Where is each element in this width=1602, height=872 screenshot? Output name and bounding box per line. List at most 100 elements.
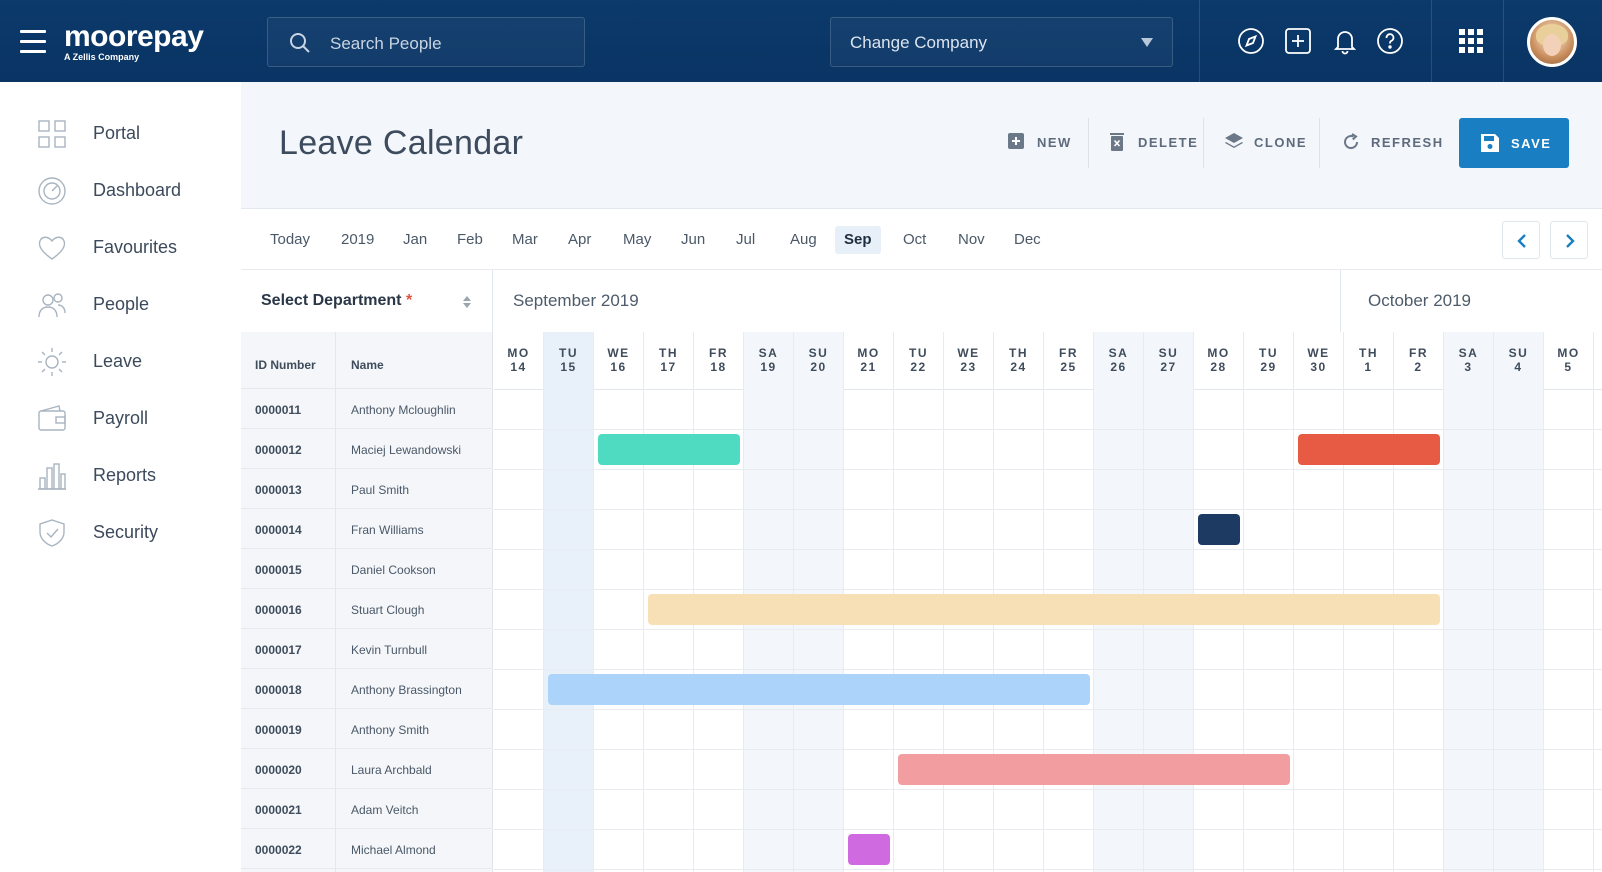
employee-name: Anthony Brassington <box>351 683 462 697</box>
previous-button[interactable] <box>1502 221 1540 259</box>
month-may[interactable]: May <box>623 231 652 248</box>
today-link[interactable]: Today <box>270 231 311 248</box>
month-aug[interactable]: Aug <box>790 231 817 248</box>
sidebar-item-label: Leave <box>93 351 143 371</box>
month-feb[interactable]: Feb <box>457 231 483 248</box>
day-column[interactable]: TU 15 <box>544 332 594 872</box>
leave-bar[interactable] <box>548 674 1090 705</box>
divider <box>1340 270 1341 332</box>
heart-icon <box>38 236 66 260</box>
day-header: SA 26 <box>1094 346 1143 374</box>
calendar-month-header: September 2019 October 2019 <box>494 270 1602 332</box>
table-row[interactable]: 0000020 Laura Archbald <box>241 749 493 789</box>
sidebar-item-reports[interactable]: Reports <box>0 448 241 502</box>
month-oct[interactable]: Oct <box>903 231 927 248</box>
search-box[interactable]: Search People <box>267 17 585 67</box>
plus-square-icon <box>1008 133 1024 149</box>
month-apr[interactable]: Apr <box>568 231 592 248</box>
table-row[interactable]: 0000013 Paul Smith <box>241 469 493 509</box>
sidebar-item-label: Security <box>93 522 159 542</box>
employee-id: 0000011 <box>255 403 302 417</box>
table-row[interactable]: 0000022 Michael Almond <box>241 829 493 869</box>
search-input[interactable]: Search People <box>330 34 442 53</box>
brand-logo[interactable]: moorepay A Zellis Company <box>64 20 204 63</box>
day-number: 2 <box>1414 360 1423 374</box>
compass-icon[interactable] <box>1236 26 1266 56</box>
month-dec[interactable]: Dec <box>1014 231 1041 248</box>
help-icon[interactable] <box>1375 26 1405 56</box>
month-jan[interactable]: Jan <box>403 231 428 248</box>
day-column[interactable]: FR 2 <box>1394 332 1444 872</box>
row-divider <box>494 749 1602 750</box>
next-button[interactable] <box>1550 221 1588 259</box>
sidebar-item-leave[interactable]: Leave <box>0 334 241 388</box>
month-nov[interactable]: Nov <box>958 231 985 248</box>
table-row[interactable]: 0000014 Fran Williams <box>241 509 493 549</box>
divider <box>1431 0 1432 82</box>
day-number: 25 <box>1060 360 1077 374</box>
day-column[interactable]: MO 5 <box>1544 332 1594 872</box>
day-header: SA 19 <box>744 346 793 374</box>
row-divider <box>494 629 1602 630</box>
day-number: 5 <box>1564 360 1573 374</box>
sidebar-item-payroll[interactable]: Payroll <box>0 391 241 445</box>
day-column[interactable]: SA 3 <box>1444 332 1494 872</box>
day-column[interactable]: WE 16 <box>594 332 644 872</box>
employee-id: 0000012 <box>255 443 302 457</box>
year-link[interactable]: 2019 <box>341 231 375 248</box>
table-row[interactable]: 0000016 Stuart Clough <box>241 589 493 629</box>
day-column[interactable]: MO 14 <box>494 332 544 872</box>
refresh-button[interactable]: REFRESH <box>1341 128 1461 158</box>
sidebar-item-dashboard[interactable]: Dashboard <box>0 163 241 217</box>
day-number: 15 <box>560 360 577 374</box>
refresh-button-label: REFRESH <box>1371 135 1444 150</box>
day-header: WE 16 <box>594 346 643 374</box>
month-sep[interactable]: Sep <box>835 226 881 254</box>
clone-button[interactable]: CLONE <box>1224 128 1324 158</box>
sidebar-item-favourites[interactable]: Favourites <box>0 220 241 274</box>
bar-chart-icon <box>38 463 66 490</box>
apps-grid-icon[interactable] <box>1456 26 1486 56</box>
avatar[interactable] <box>1527 17 1577 67</box>
table-row[interactable]: 0000015 Daniel Cookson <box>241 549 493 589</box>
month-mar[interactable]: Mar <box>512 231 538 248</box>
leave-calendar-grid: MO 14 TU 15 WE 16 TH 17 FR 18 SA 19 SU 20 MO 21 TU 22 WE 23… <box>494 332 1602 872</box>
refresh-icon <box>1344 133 1359 150</box>
table-row[interactable]: 0000011 Anthony Mcloughlin <box>241 389 493 429</box>
table-header: ID Number Name <box>241 332 493 389</box>
table-row[interactable]: 0000012 Maciej Lewandowski <box>241 429 493 469</box>
day-column[interactable]: SU 4 <box>1494 332 1544 872</box>
menu-icon[interactable] <box>20 30 46 54</box>
employee-id: 0000015 <box>255 563 302 577</box>
day-header: FR 18 <box>694 346 743 374</box>
table-row[interactable]: 0000021 Adam Veitch <box>241 789 493 829</box>
sidebar-item-security[interactable]: Security <box>0 505 241 559</box>
leave-bar[interactable] <box>648 594 1440 625</box>
add-icon[interactable] <box>1283 26 1313 56</box>
sidebar-item-portal[interactable]: Portal <box>0 106 241 160</box>
employee-id: 0000013 <box>255 483 302 497</box>
leave-bar[interactable] <box>848 834 890 865</box>
month-jul[interactable]: Jul <box>736 231 756 248</box>
day-of-week: WE <box>957 346 980 360</box>
day-of-week: TU <box>1259 346 1278 360</box>
delete-button[interactable]: DELETE <box>1108 128 1218 158</box>
leave-bar[interactable] <box>898 754 1290 785</box>
bell-icon[interactable] <box>1330 26 1360 56</box>
change-company-select[interactable]: Change Company <box>830 17 1173 67</box>
sidebar-item-people[interactable]: People <box>0 277 241 331</box>
brand-name: moorepay <box>64 20 204 53</box>
department-select[interactable]: Select Department * <box>241 270 493 332</box>
table-row[interactable]: 0000017 Kevin Turnbull <box>241 629 493 669</box>
company-select-label: Change Company <box>850 33 988 52</box>
day-header: WE 30 <box>1294 346 1343 374</box>
save-button[interactable]: SAVE <box>1459 118 1569 168</box>
leave-bar[interactable] <box>598 434 740 465</box>
month-jun[interactable]: Jun <box>681 231 706 248</box>
new-button[interactable]: NEW <box>1007 128 1097 158</box>
leave-bar[interactable] <box>1198 514 1240 545</box>
leave-bar[interactable] <box>1298 434 1440 465</box>
employee-name: Paul Smith <box>351 483 410 497</box>
table-row[interactable]: 0000018 Anthony Brassington <box>241 669 493 709</box>
table-row[interactable]: 0000019 Anthony Smith <box>241 709 493 749</box>
